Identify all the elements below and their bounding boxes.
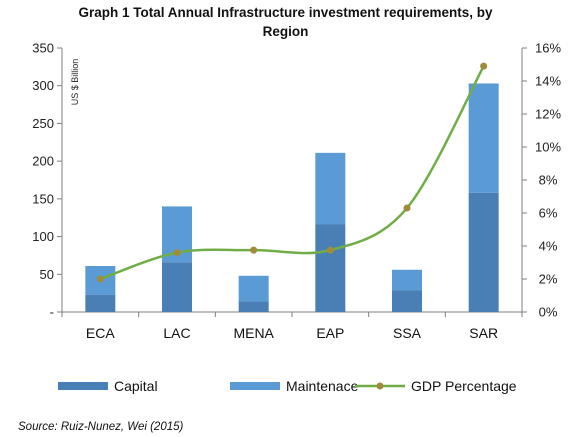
y2-tick-label: 10% — [535, 140, 561, 155]
y2-tick-label: 4% — [539, 239, 558, 254]
gdp-point-sar — [480, 62, 488, 70]
y2-tick-label: 8% — [539, 173, 558, 188]
gdp-point-mena — [250, 246, 258, 254]
legend-swatch-capital — [58, 382, 108, 390]
y-tick-label: 200 — [32, 154, 54, 169]
y2-tick-label: 16% — [535, 41, 561, 56]
gdp-line-layer — [96, 62, 488, 283]
x-tick-label: LAC — [163, 325, 190, 341]
bar-maintenace-mena — [238, 275, 269, 302]
gdp-point-lac — [173, 249, 181, 257]
x-tick-label: EAP — [316, 325, 344, 341]
chart-title-line2: Region — [263, 24, 309, 39]
legend-label-capital: Capital — [114, 378, 158, 394]
gdp-point-ssa — [403, 204, 411, 212]
legend: Capital Maintenace GDP Percentage — [58, 378, 517, 394]
bar-capital-eca — [85, 294, 116, 312]
legend-marker-gdp-percentage — [376, 382, 384, 390]
bar-capital-lac — [162, 262, 192, 312]
source-note: Source: Ruiz-Nunez, Wei (2015) — [18, 421, 183, 433]
y2-tick-label: 6% — [539, 206, 558, 221]
bars — [85, 83, 499, 312]
bar-maintenace-sar — [468, 83, 499, 193]
y2-tick-label: 12% — [535, 107, 561, 122]
y-tick-label: 50 — [40, 267, 54, 282]
legend-label-gdp-percentage: GDP Percentage — [411, 378, 517, 394]
y-tick-label: 300 — [32, 78, 54, 93]
x-tick-label: SAR — [469, 325, 498, 341]
y2-tick-label: 2% — [539, 272, 558, 287]
y2-tick-label: 0% — [539, 305, 558, 320]
gdp-percentage-line — [99, 65, 485, 281]
x-tick-label: SSA — [393, 325, 422, 341]
bar-capital-eap — [315, 224, 346, 312]
axes: - 50 100 150 200 250 300 350 0% 2% 4% 6% 8% 10% 12% 14%… — [32, 41, 561, 342]
y-tick-label: 250 — [32, 116, 54, 131]
y-tick-label: 350 — [32, 41, 54, 56]
y-tick-label: 150 — [32, 191, 54, 206]
y2-tick-label: 14% — [535, 74, 561, 89]
chart-title-line1: Graph 1 Total Annual Infrastructure inve… — [78, 5, 493, 20]
bar-maintenace-ssa — [392, 269, 422, 291]
gdp-point-eca — [96, 275, 104, 283]
x-tick-label: MENA — [233, 325, 274, 341]
y-axis-title: US $ Billion — [70, 59, 80, 106]
gdp-point-eap — [326, 246, 334, 254]
y-tick-label: 100 — [32, 229, 54, 244]
bar-capital-mena — [238, 301, 269, 312]
bar-capital-sar — [468, 192, 499, 312]
bar-capital-ssa — [392, 290, 422, 312]
bar-maintenace-eap — [315, 152, 346, 225]
y-tick-label: - — [50, 305, 54, 320]
legend-swatch-maintenace — [230, 382, 280, 390]
x-tick-label: ECA — [86, 325, 115, 341]
legend-label-maintenace: Maintenace — [286, 378, 359, 394]
